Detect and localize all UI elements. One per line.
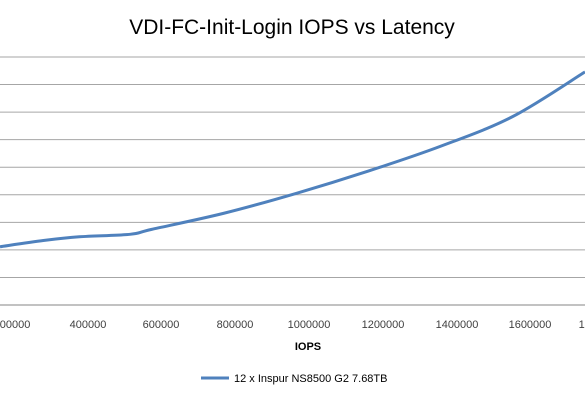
chart-title: VDI-FC-Init-Login IOPS vs Latency — [129, 16, 455, 39]
x-axis-title: IOPS — [295, 341, 321, 353]
x-tick-label: 1400000 — [436, 319, 479, 331]
x-axis-ticks: 200000 400000 600000 800000 1000000 1200000 14… — [0, 319, 585, 331]
x-tick-label: 1200000 — [362, 319, 405, 331]
grid — [0, 56, 585, 306]
legend-label: 12 x Inspur NS8500 G2 7.68TB — [234, 373, 387, 385]
legend: 12 x Inspur NS8500 G2 7.68TB — [201, 373, 387, 385]
x-tick-label: 400000 — [70, 319, 107, 331]
x-tick-label: 200000 — [0, 319, 30, 331]
x-tick-label: 1000000 — [288, 319, 331, 331]
series-line — [0, 70, 585, 249]
x-tick-label: 600000 — [143, 319, 180, 331]
x-tick-label: 1600000 — [509, 319, 552, 331]
series-layer — [0, 70, 585, 249]
x-tick-label: 800000 — [217, 319, 254, 331]
x-tick-label: 1800000 — [579, 319, 585, 331]
